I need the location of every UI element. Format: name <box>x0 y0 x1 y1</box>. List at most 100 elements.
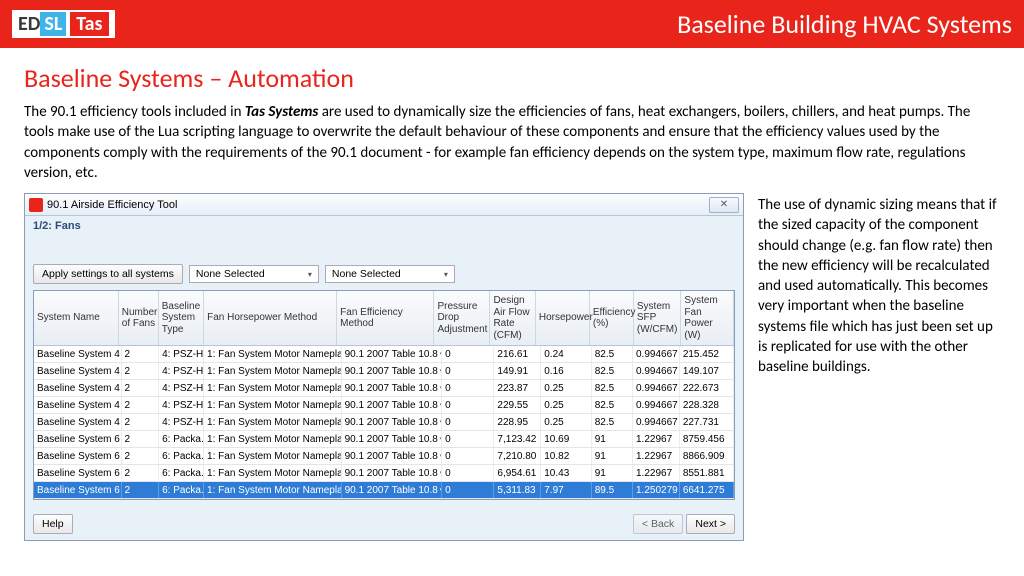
cell: 2 <box>122 482 160 498</box>
page-title: Baseline Systems – Automation <box>24 62 1000 94</box>
cell[interactable]: 1: Fan System Motor Nameplat... <box>204 363 342 379</box>
col-header[interactable]: Pressure Drop Adjustment <box>434 291 490 345</box>
intro-text: The 90.1 efficiency tools included in Ta… <box>24 102 1000 183</box>
table-row[interactable]: Baseline System 4 - ...24: PSZ-HP1: Fan … <box>34 346 734 363</box>
cell: 91 <box>592 448 633 464</box>
cell: Baseline System 6 - L... <box>34 431 122 447</box>
col-header[interactable]: Number of Fans <box>119 291 159 345</box>
cell[interactable]: 6: Packa... <box>159 448 204 464</box>
cell[interactable]: 1: Fan System Motor Nameplat... <box>204 397 342 413</box>
help-button[interactable]: Help <box>33 514 73 534</box>
table-row[interactable]: Baseline System 4 - ...24: PSZ-HP1: Fan … <box>34 414 734 431</box>
cell: 227.731 <box>680 414 734 430</box>
cell[interactable]: 4: PSZ-HP <box>159 414 204 430</box>
cell: 82.5 <box>592 363 633 379</box>
cell[interactable]: 90.1 2007 Table 10.8 <box>342 431 443 447</box>
table-row[interactable]: Baseline System 6 - L...26: Packa...1: F… <box>34 431 734 448</box>
col-header[interactable]: Baseline System Type <box>159 291 204 345</box>
logo-tas: Tas <box>70 12 108 36</box>
col-header[interactable]: Fan Efficiency Method <box>337 291 434 345</box>
cell: 6,954.61 <box>494 465 541 481</box>
cell[interactable]: 90.1 2007 Table 10.8 <box>342 465 443 481</box>
cell[interactable]: 1: Fan System Motor Nameplat... <box>204 346 342 362</box>
cell[interactable]: 1: Fan System Motor Nameplat... <box>204 431 342 447</box>
cell: 2 <box>122 448 160 464</box>
table-row[interactable]: Baseline System 4 - ...24: PSZ-HP1: Fan … <box>34 397 734 414</box>
next-button[interactable]: Next > <box>686 514 735 534</box>
table-row[interactable]: Baseline System 6 - L...26: Packa...1: F… <box>34 465 734 482</box>
cell: 2 <box>122 397 160 413</box>
apply-settings-button[interactable]: Apply settings to all systems <box>33 264 183 284</box>
cell: 0.994667 <box>633 363 680 379</box>
cell[interactable]: 6: Packa... <box>159 431 204 447</box>
cell: 82.5 <box>592 380 633 396</box>
cell[interactable]: 90.1 2007 Table 10.8 <box>342 482 443 498</box>
cell[interactable]: 1: Fan System Motor Nameplat... <box>204 482 342 498</box>
grid-body: Baseline System 4 - ...24: PSZ-HP1: Fan … <box>34 346 734 499</box>
cell: 8551.881 <box>680 465 734 481</box>
cell: Baseline System 4 - ... <box>34 380 122 396</box>
cell: 0.24 <box>541 346 592 362</box>
cell: Baseline System 4 - ... <box>34 397 122 413</box>
side-explanation: The use of dynamic sizing means that if … <box>758 193 1000 541</box>
cell: Baseline System 6 - L... <box>34 465 122 481</box>
filter-dropdown-2[interactable]: None Selected <box>325 265 455 283</box>
cell: 0 <box>442 363 494 379</box>
col-header[interactable]: System SFP (W/CFM) <box>634 291 682 345</box>
cell: 0 <box>442 346 494 362</box>
cell: Baseline System 4 - ... <box>34 414 122 430</box>
table-row[interactable]: Baseline System 6 - L...26: Packa...1: F… <box>34 448 734 465</box>
close-button[interactable]: ✕ <box>709 197 739 213</box>
cell: Baseline System 6 - L... <box>34 448 122 464</box>
tool-titlebar[interactable]: 90.1 Airside Efficiency Tool ✕ <box>25 194 743 216</box>
cell: 10.43 <box>541 465 592 481</box>
cell: 0.994667 <box>633 380 680 396</box>
tool-footer: Help < Back Next > <box>25 508 743 540</box>
app-header: ED SL Tas Baseline Building HVAC Systems <box>0 0 1024 48</box>
cell[interactable]: 90.1 2007 Table 10.8 <box>342 346 443 362</box>
cell: 0 <box>442 448 494 464</box>
cell[interactable]: 90.1 2007 Table 10.8 <box>342 448 443 464</box>
col-header[interactable]: Fan Horsepower Method <box>204 291 337 345</box>
cell[interactable]: 4: PSZ-HP <box>159 380 204 396</box>
cell[interactable]: 6: Packa... <box>159 465 204 481</box>
cell: 0.16 <box>541 363 592 379</box>
cell: 222.673 <box>680 380 734 396</box>
col-header[interactable]: Efficiency (%) <box>590 291 634 345</box>
cell: 0.25 <box>541 414 592 430</box>
logo-ed: ED <box>18 12 40 36</box>
cell: 82.5 <box>592 346 633 362</box>
cell: 0 <box>442 482 494 498</box>
cell[interactable]: 90.1 2007 Table 10.8 <box>342 380 443 396</box>
cell[interactable]: 1: Fan System Motor Nameplat... <box>204 465 342 481</box>
col-header[interactable]: System Name <box>34 291 119 345</box>
cell[interactable]: 1: Fan System Motor Nameplat... <box>204 414 342 430</box>
cell: 8759.456 <box>680 431 734 447</box>
cell: 82.5 <box>592 414 633 430</box>
cell: 229.55 <box>494 397 541 413</box>
tool-step-label: 1/2: Fans <box>25 216 743 236</box>
cell[interactable]: 90.1 2007 Table 10.8 <box>342 414 443 430</box>
back-button[interactable]: < Back <box>633 514 683 534</box>
cell: 10.69 <box>541 431 592 447</box>
close-icon: ✕ <box>720 199 728 210</box>
table-row[interactable]: Baseline System 6 - L...26: Packa...1: F… <box>34 482 734 499</box>
table-row[interactable]: Baseline System 4 - ...24: PSZ-HP1: Fan … <box>34 380 734 397</box>
cell: 2 <box>122 363 160 379</box>
cell[interactable]: 1: Fan System Motor Nameplat... <box>204 380 342 396</box>
col-header[interactable]: Design Air Flow Rate (CFM) <box>490 291 535 345</box>
cell[interactable]: 90.1 2007 Table 10.8 <box>342 363 443 379</box>
cell: 0.994667 <box>633 346 680 362</box>
filter-dropdown-1[interactable]: None Selected <box>189 265 319 283</box>
cell: 8866.909 <box>680 448 734 464</box>
col-header[interactable]: Horsepower <box>536 291 590 345</box>
cell[interactable]: 1: Fan System Motor Nameplat... <box>204 448 342 464</box>
cell[interactable]: 4: PSZ-HP <box>159 363 204 379</box>
cell: Baseline System 4 - ... <box>34 346 122 362</box>
cell[interactable]: 4: PSZ-HP <box>159 346 204 362</box>
table-row[interactable]: Baseline System 4 - ...24: PSZ-HP1: Fan … <box>34 363 734 380</box>
cell[interactable]: 90.1 2007 Table 10.8 <box>342 397 443 413</box>
cell[interactable]: 4: PSZ-HP <box>159 397 204 413</box>
cell[interactable]: 6: Packa... <box>159 482 204 498</box>
col-header[interactable]: System Fan Power (W) <box>681 291 734 345</box>
